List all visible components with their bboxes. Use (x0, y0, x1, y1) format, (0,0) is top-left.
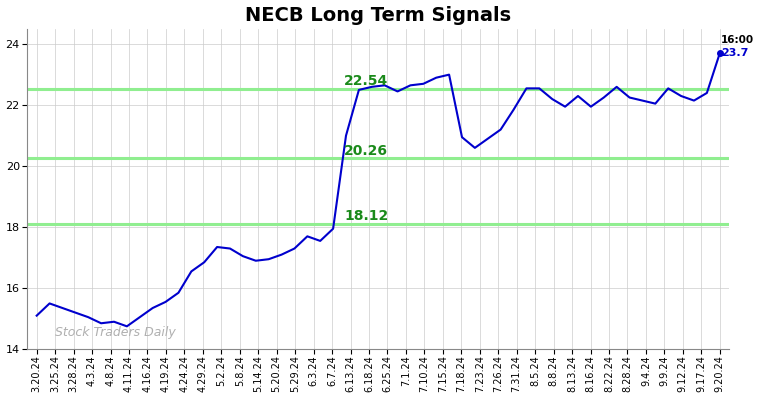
Text: 16:00: 16:00 (720, 35, 753, 45)
Text: 20.26: 20.26 (344, 144, 388, 158)
Text: 23.7: 23.7 (720, 48, 748, 59)
Text: 22.54: 22.54 (344, 74, 388, 88)
Title: NECB Long Term Signals: NECB Long Term Signals (245, 6, 511, 25)
Text: 18.12: 18.12 (344, 209, 388, 223)
Text: Stock Traders Daily: Stock Traders Daily (55, 326, 176, 339)
